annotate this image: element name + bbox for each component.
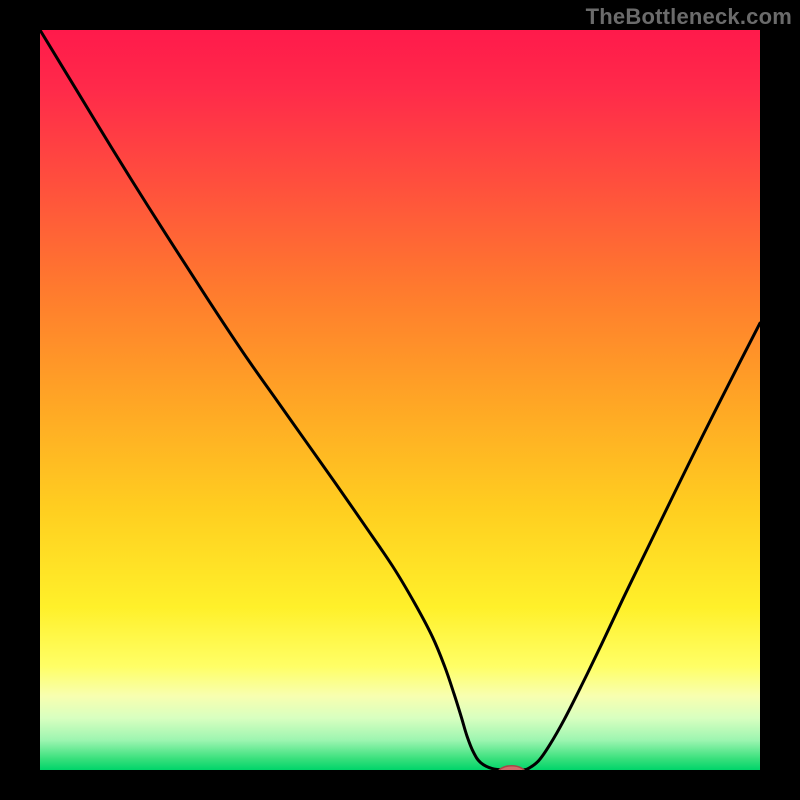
chart-stage: TheBottleneck.com	[0, 0, 800, 800]
gradient-background	[40, 30, 760, 770]
watermark-text: TheBottleneck.com	[586, 4, 792, 30]
chart-svg	[0, 0, 800, 800]
plot-area	[40, 30, 760, 782]
